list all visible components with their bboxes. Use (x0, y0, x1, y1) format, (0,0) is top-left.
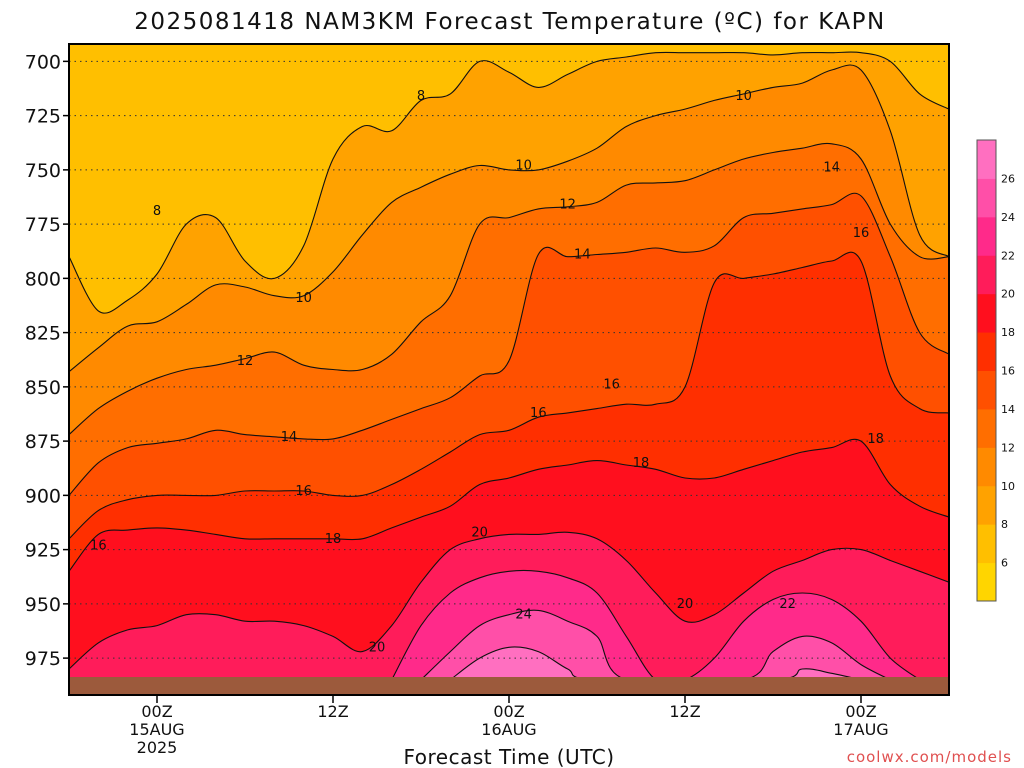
contour-label: 16 (603, 378, 620, 393)
x-tick-label: 17AUG (833, 720, 888, 739)
y-tick-label: 775 (25, 214, 61, 236)
colorbar: 6 8 10 12 14 16 18 20 22 24 26 (976, 139, 1015, 602)
contour-label: 10 (735, 89, 752, 104)
contour-label: 16 (295, 484, 312, 499)
y-tick-label: 925 (25, 540, 61, 562)
y-tick-label: 750 (25, 160, 61, 182)
x-tick-label: 15AUG (129, 720, 184, 739)
colorbar-label: 6 (1001, 557, 1008, 570)
contour-label: 14 (574, 247, 591, 262)
isotherm-12 (69, 142, 949, 436)
colorbar-swatch (977, 562, 996, 602)
colorbar-swatch (977, 293, 996, 333)
x-tick-label: 16AUG (481, 720, 536, 739)
y-tick-label: 825 (25, 323, 61, 345)
contour-label: 16 (853, 226, 870, 241)
contour-label: 14 (823, 161, 840, 176)
x-tick-label: 00Z (493, 702, 524, 721)
contour-label: 18 (867, 432, 884, 447)
isotherm-20 (69, 531, 949, 670)
chart-title: 2025081418 NAM3KM Forecast Temperature (… (134, 9, 886, 35)
x-tick-label: 00Z (845, 702, 876, 721)
y-tick-label: 875 (25, 431, 61, 453)
colorbar-label: 26 (1001, 172, 1015, 185)
colorbar-swatch (977, 255, 996, 295)
y-axis: 700 725 750 775 800 825 850 875 900 925 950 975 (25, 51, 69, 670)
y-tick-label: 700 (25, 51, 61, 73)
isotherm-14 (69, 192, 949, 496)
colorbar-label: 16 (1001, 365, 1015, 378)
x-axis-label: Forecast Time (UTC) (403, 745, 614, 768)
colorbar-swatch (977, 332, 996, 371)
contour-label: 12 (559, 198, 576, 213)
x-tick-label: 12Z (317, 702, 348, 721)
colorbar-label: 8 (1001, 518, 1008, 531)
temperature-fill-layer (69, 44, 949, 695)
colorbar-label: 10 (1001, 480, 1015, 493)
contour-label: 16 (90, 538, 107, 553)
y-tick-label: 725 (25, 106, 61, 128)
y-tick-label: 800 (25, 268, 61, 290)
contour-label: 18 (633, 456, 650, 471)
isotherm-24 (420, 609, 891, 685)
credit-text: coolwx.com/models (847, 748, 1012, 766)
contour-layer (69, 51, 949, 685)
isotherm-16 (69, 251, 949, 540)
contour-label: 10 (295, 291, 312, 306)
contour-label: 24 (515, 608, 532, 623)
isotherm-18 (69, 438, 949, 572)
colorbar-label: 18 (1001, 326, 1015, 339)
ground-terrain (69, 677, 949, 695)
colorbar-swatch (977, 370, 996, 410)
colorbar-label: 12 (1001, 441, 1015, 454)
x-tick-label: 12Z (669, 702, 700, 721)
contour-label: 8 (153, 204, 161, 219)
colorbar-swatch (977, 178, 996, 218)
colorbar-label: 20 (1001, 288, 1015, 301)
y-tick-label: 900 (25, 485, 61, 507)
contour-label: 12 (237, 354, 254, 369)
contour-label: 8 (417, 89, 425, 104)
colorbar-label: 14 (1001, 403, 1015, 416)
colorbar-label: 24 (1001, 211, 1015, 224)
colorbar-swatch (977, 524, 996, 564)
contour-label: 10 (515, 159, 532, 174)
colorbar-label: 22 (1001, 249, 1015, 262)
colorbar-swatch (977, 140, 996, 179)
contour-label-layer: 8 8 10 10 10 12 12 14 14 14 16 16 16 16 16 18 18 18 20 20 20… (90, 89, 884, 655)
y-tick-label: 950 (25, 594, 61, 616)
colorbar-swatch (977, 216, 996, 256)
contour-label: 16 (530, 406, 547, 421)
colorbar-swatch (977, 408, 996, 448)
colorbar-frame (976, 139, 997, 602)
contour-label: 22 (779, 597, 796, 612)
isotherm-10 (69, 64, 949, 373)
y-tick-label: 850 (25, 377, 61, 399)
colorbar-swatch (977, 447, 996, 487)
contour-label: 20 (677, 597, 694, 612)
contour-label: 14 (281, 430, 298, 445)
y-tick-label: 975 (25, 648, 61, 670)
contour-label: 20 (369, 640, 386, 655)
x-tick-label: 2025 (137, 738, 178, 757)
colorbar-swatch (977, 485, 996, 525)
isotherm-8 (69, 51, 949, 314)
contour-label: 20 (471, 525, 488, 540)
contour-label: 18 (325, 532, 342, 547)
x-tick-label: 00Z (141, 702, 172, 721)
